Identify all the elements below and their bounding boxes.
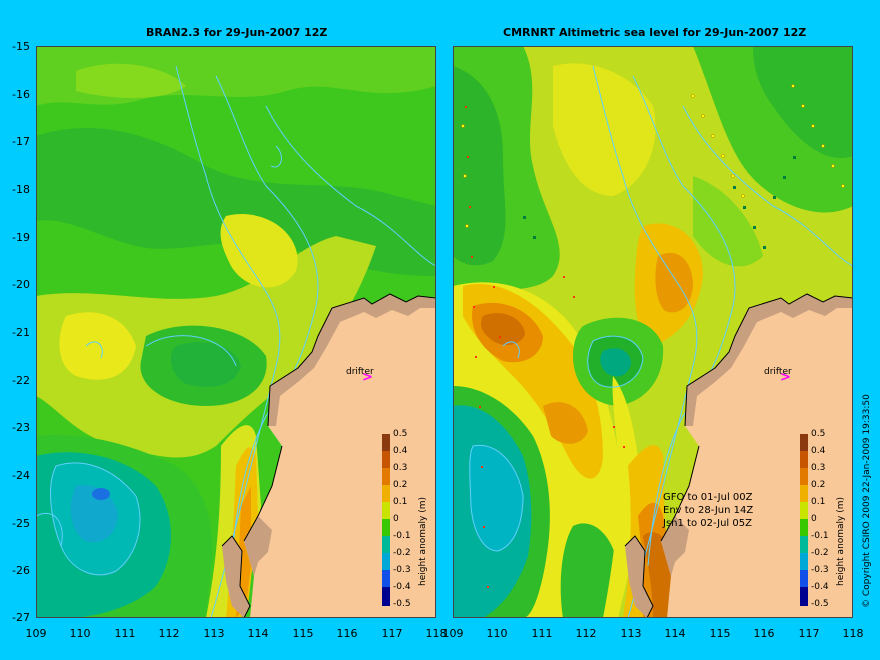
lon-tick-label: 113 (203, 627, 225, 640)
drifter-marker: > (362, 370, 373, 385)
lon-tick-label: 109 (442, 627, 464, 640)
drifter-label: drifter (346, 367, 374, 377)
colorbar-label: -0.3 (811, 565, 829, 575)
colorbar-segment (382, 468, 390, 485)
colorbar-title: height anomaly (m) (418, 496, 428, 586)
colorbar-segment (800, 434, 808, 451)
colorbar-title: height anomaly (m) (836, 496, 846, 586)
colorbar-segment (800, 502, 808, 519)
lat-tick-label: -24 (12, 469, 30, 482)
right-map (453, 46, 853, 618)
colorbar-segment (382, 519, 390, 536)
colorbar-segment (800, 468, 808, 485)
colorbar-label: -0.4 (393, 582, 411, 592)
satellite-env: Env to 28-Jun 14Z (663, 505, 754, 516)
lat-tick-label: -20 (12, 278, 30, 291)
colorbar-segment (800, 553, 808, 570)
colorbar-label: 0.5 (393, 429, 408, 439)
colorbar-segment (800, 536, 808, 553)
colorbar-segment (800, 519, 808, 536)
colorbar-label: 0.2 (393, 480, 408, 490)
colorbar-label: -0.3 (393, 565, 411, 575)
drifter-label: drifter (764, 367, 792, 377)
copyright-text: © Copyright CSIRO 2009 22-Jan-2009 19:33… (862, 394, 872, 608)
colorbar-label: 0.1 (393, 497, 408, 507)
colorbar-segment (800, 587, 808, 606)
colorbar-segment (382, 587, 390, 606)
colorbar-segment (382, 570, 390, 587)
colorbar-label: 0.2 (811, 480, 826, 490)
lat-tick-label: -17 (12, 135, 30, 148)
satellite-jsn1: Jsn1 to 02-Jul 05Z (663, 518, 752, 529)
lon-tick-label: 111 (531, 627, 553, 640)
colorbar-label: -0.2 (393, 548, 411, 558)
lat-tick-label: -21 (12, 326, 30, 339)
colorbar-label: 0.4 (393, 446, 408, 456)
colorbar-label: 0.3 (393, 463, 408, 473)
lon-tick-label: 111 (114, 627, 136, 640)
colorbar-label: -0.4 (811, 582, 829, 592)
lon-tick-label: 110 (69, 627, 91, 640)
colorbar-segment (382, 485, 390, 502)
colorbar-segment (382, 553, 390, 570)
satellite-gfo: GFO to 01-Jul 00Z (663, 492, 753, 503)
lat-tick-label: -15 (12, 40, 30, 53)
lon-tick-label: 116 (753, 627, 775, 640)
lon-tick-label: 112 (158, 627, 180, 640)
lon-tick-label: 114 (247, 627, 269, 640)
lon-tick-label: 109 (25, 627, 47, 640)
left-panel-title: BRAN2.3 for 29-Jun-2007 12Z (146, 26, 328, 39)
colorbar-label: -0.2 (811, 548, 829, 558)
lat-tick-label: -26 (12, 564, 30, 577)
colorbar-label: -0.1 (393, 531, 411, 541)
colorbar-label: -0.5 (811, 599, 829, 609)
lat-tick-label: -22 (12, 374, 30, 387)
lon-tick-label: 115 (709, 627, 731, 640)
colorbar-segment (382, 434, 390, 451)
lon-tick-label: 113 (620, 627, 642, 640)
colorbar-segment (382, 502, 390, 519)
colorbar-label: 0.4 (811, 446, 826, 456)
lat-tick-label: -19 (12, 231, 30, 244)
lon-tick-label: 115 (292, 627, 314, 640)
colorbar-segment (800, 570, 808, 587)
colorbar-segment (382, 451, 390, 468)
colorbar-segment (800, 485, 808, 502)
lon-tick-label: 114 (664, 627, 686, 640)
lat-tick-label: -16 (12, 88, 30, 101)
colorbar-label: 0.1 (811, 497, 826, 507)
colorbar-segment (800, 451, 808, 468)
lat-tick-label: -23 (12, 421, 30, 434)
colorbar-label: 0.3 (811, 463, 826, 473)
lon-tick-label: 118 (425, 627, 447, 640)
lat-tick-label: -18 (12, 183, 30, 196)
drifter-marker: > (780, 370, 791, 385)
lon-tick-label: 118 (842, 627, 864, 640)
lat-tick-label: -25 (12, 517, 30, 530)
colorbar-label: -0.1 (811, 531, 829, 541)
lon-tick-label: 110 (486, 627, 508, 640)
colorbar-label: 0 (811, 514, 817, 524)
colorbar-segment (382, 536, 390, 553)
lon-tick-label: 112 (575, 627, 597, 640)
right-panel-title: CMRNRT Altimetric sea level for 29-Jun-2… (503, 26, 807, 39)
lat-tick-label: -27 (12, 611, 30, 624)
colorbar-label: 0.5 (811, 429, 826, 439)
left-map (36, 46, 436, 618)
lon-tick-label: 117 (381, 627, 403, 640)
colorbar-label: 0 (393, 514, 399, 524)
colorbar-label: -0.5 (393, 599, 411, 609)
lon-tick-label: 116 (336, 627, 358, 640)
lon-tick-label: 117 (798, 627, 820, 640)
